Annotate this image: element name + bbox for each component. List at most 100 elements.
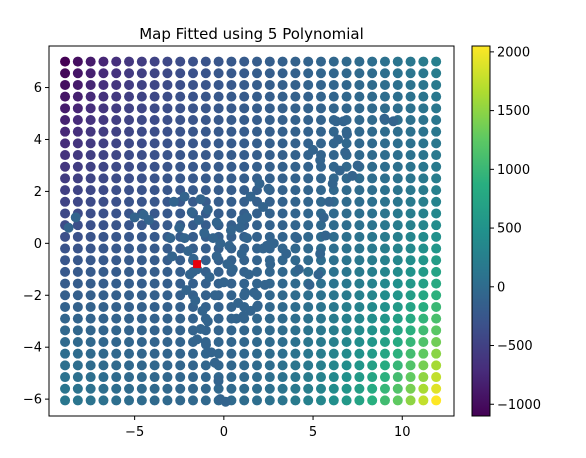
grid-point — [162, 57, 172, 67]
grid-point — [201, 80, 211, 90]
grid-point — [137, 138, 147, 148]
grid-point — [239, 103, 249, 113]
grid-point — [86, 173, 96, 183]
grid-point — [342, 302, 352, 312]
grid-point — [111, 384, 121, 394]
grid-point — [111, 325, 121, 335]
grid-point — [150, 92, 160, 102]
grid-point — [137, 232, 147, 242]
grid-point — [380, 279, 390, 289]
grid-point — [406, 255, 416, 265]
grid-point — [354, 325, 364, 335]
grid-point — [188, 103, 198, 113]
grid-point — [98, 302, 108, 312]
grid-point — [316, 395, 326, 405]
trajectory-point — [281, 249, 291, 259]
trajectory-point — [165, 233, 175, 243]
grid-point — [188, 80, 198, 90]
grid-point — [367, 372, 377, 382]
grid-point — [431, 349, 441, 359]
grid-point — [290, 337, 300, 347]
grid-point — [124, 314, 134, 324]
colorbar-tick-label: 0 — [497, 280, 505, 295]
grid-point — [342, 92, 352, 102]
grid-point — [316, 360, 326, 370]
grid-point — [137, 290, 147, 300]
trajectory-point — [255, 179, 265, 189]
grid-point — [201, 127, 211, 137]
grid-point — [60, 395, 70, 405]
grid-point — [393, 173, 403, 183]
grid-point — [188, 395, 198, 405]
grid-point — [290, 220, 300, 230]
grid-point — [137, 325, 147, 335]
grid-point — [367, 337, 377, 347]
grid-point — [367, 302, 377, 312]
grid-point — [329, 208, 339, 218]
grid-point — [226, 337, 236, 347]
grid-point — [380, 220, 390, 230]
grid-point — [278, 337, 288, 347]
grid-point — [111, 208, 121, 218]
grid-point — [175, 150, 185, 160]
trajectory-point — [196, 324, 206, 334]
grid-point — [278, 115, 288, 125]
grid-point — [73, 185, 83, 195]
grid-point — [342, 68, 352, 78]
grid-point — [431, 68, 441, 78]
grid-point — [265, 325, 275, 335]
grid-point — [162, 314, 172, 324]
grid-point — [188, 127, 198, 137]
grid-point — [431, 197, 441, 207]
grid-point — [367, 162, 377, 172]
grid-point — [73, 337, 83, 347]
grid-point — [265, 80, 275, 90]
grid-point — [175, 395, 185, 405]
grid-point — [367, 395, 377, 405]
grid-point — [252, 115, 262, 125]
trajectory-point — [196, 194, 206, 204]
grid-point — [406, 185, 416, 195]
grid-point — [290, 302, 300, 312]
grid-point — [124, 244, 134, 254]
grid-point — [162, 127, 172, 137]
grid-point — [201, 185, 211, 195]
grid-point — [60, 197, 70, 207]
grid-point — [188, 92, 198, 102]
grid-point — [86, 244, 96, 254]
grid-point — [393, 395, 403, 405]
grid-point — [175, 208, 185, 218]
grid-point — [252, 127, 262, 137]
grid-point — [303, 103, 313, 113]
grid-point — [98, 173, 108, 183]
grid-point — [150, 232, 160, 242]
grid-point — [86, 92, 96, 102]
grid-point — [252, 232, 262, 242]
grid-point — [342, 208, 352, 218]
grid-point — [380, 349, 390, 359]
grid-point — [278, 103, 288, 113]
grid-point — [329, 349, 339, 359]
trajectory-point — [187, 207, 197, 217]
grid-point — [98, 103, 108, 113]
grid-point — [239, 337, 249, 347]
grid-point — [188, 232, 198, 242]
grid-point — [329, 372, 339, 382]
grid-point — [162, 360, 172, 370]
grid-point — [418, 127, 428, 137]
grid-point — [150, 279, 160, 289]
grid-point — [137, 372, 147, 382]
grid-point — [367, 232, 377, 242]
grid-point — [329, 395, 339, 405]
grid-point — [60, 360, 70, 370]
grid-point — [73, 197, 83, 207]
grid-point — [162, 290, 172, 300]
grid-point — [150, 384, 160, 394]
grid-point — [329, 337, 339, 347]
grid-point — [406, 360, 416, 370]
grid-point — [124, 103, 134, 113]
trajectory-point — [315, 249, 325, 259]
grid-point — [86, 267, 96, 277]
grid-point — [380, 267, 390, 277]
grid-point — [137, 360, 147, 370]
